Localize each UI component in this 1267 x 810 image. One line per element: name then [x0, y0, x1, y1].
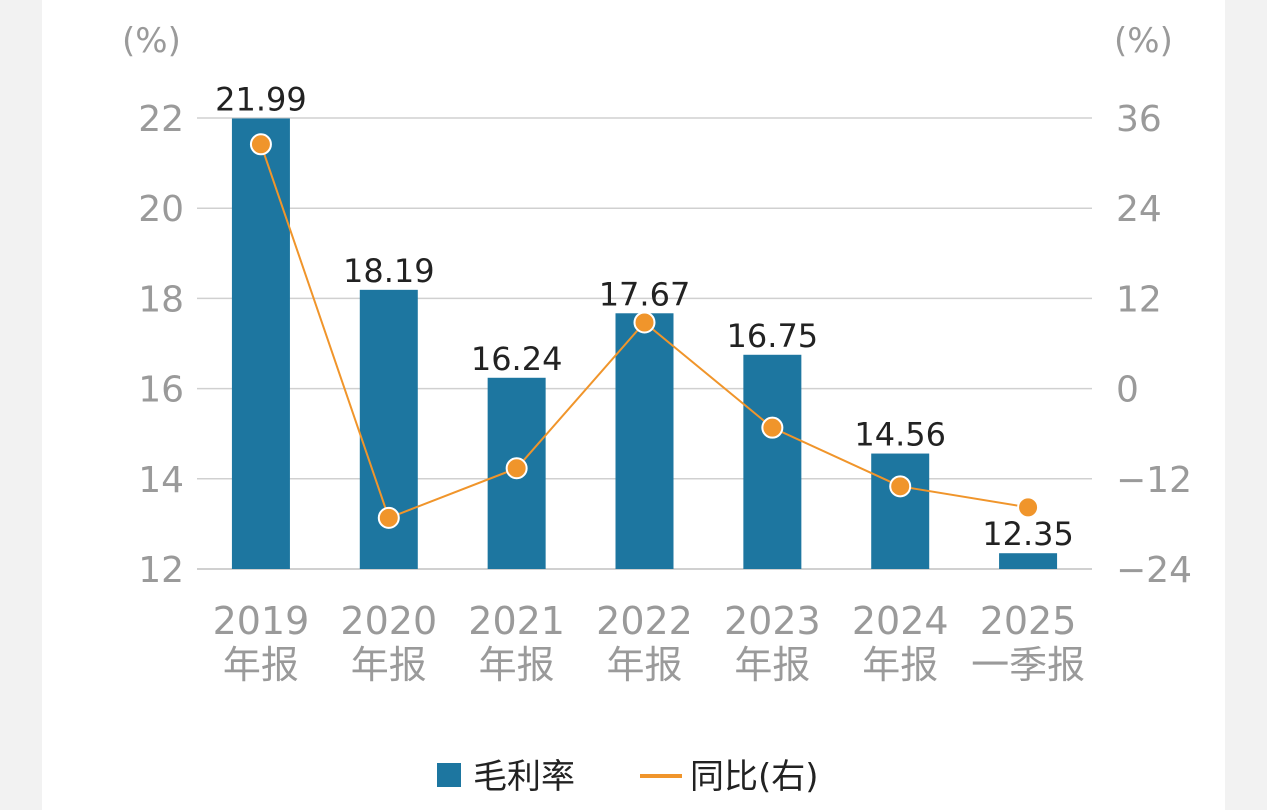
- right-axis: −24 −12 0 12 24 36: [1116, 99, 1192, 591]
- bar: [999, 553, 1058, 569]
- bar-value-label: 21.99: [215, 80, 307, 118]
- category-label: 年报: [479, 643, 555, 687]
- left-axis-unit: (%): [122, 21, 181, 61]
- bar-value-label: 17.67: [599, 275, 691, 313]
- category-label: 2025: [980, 599, 1077, 643]
- chart-panel: 12 14 16 18 20 22 −24 −12 0 12 24 36 (%) (%) 21.99…: [42, 0, 1225, 810]
- legend-bar-label: 毛利率: [473, 757, 575, 797]
- category-label: 年报: [862, 643, 938, 687]
- category-label: 年报: [223, 643, 299, 687]
- category-label: 2019: [213, 599, 310, 643]
- left-tick-label: 12: [138, 550, 184, 591]
- category-labels: 2019年报2020年报2021年报2022年报2023年报2024年报2025…: [213, 599, 1086, 687]
- right-tick-label: 36: [1116, 99, 1162, 140]
- category-label: 2020: [340, 599, 437, 643]
- bar-data-labels: 21.99 18.19 16.24 17.67 16.75 14.56 12.35: [215, 80, 1074, 553]
- legend-bar-swatch: [437, 763, 461, 787]
- category-label: 2023: [724, 599, 821, 643]
- bar: [231, 118, 290, 570]
- line-point: [761, 416, 784, 439]
- bar-series: [231, 118, 1058, 570]
- bar-value-label: 16.75: [727, 317, 819, 355]
- category-label: 2021: [468, 599, 565, 643]
- bar: [615, 313, 674, 569]
- right-tick-label: −12: [1116, 460, 1192, 501]
- category-label: 年报: [606, 643, 682, 687]
- right-axis-unit: (%): [1114, 21, 1173, 61]
- category-label: 2022: [596, 599, 693, 643]
- bar-value-label: 14.56: [854, 416, 946, 454]
- right-tick-label: −24: [1116, 550, 1192, 591]
- left-axis: 12 14 16 18 20 22: [138, 99, 184, 591]
- bar: [743, 354, 802, 569]
- line-point: [377, 506, 400, 529]
- line-series: [249, 133, 1040, 529]
- bar-value-label: 16.24: [471, 340, 563, 378]
- line-point: [889, 475, 912, 498]
- category-label: 年报: [351, 643, 427, 687]
- left-tick-label: 16: [138, 370, 184, 411]
- left-tick-label: 18: [138, 279, 184, 320]
- right-tick-label: 12: [1116, 279, 1162, 320]
- line-point: [505, 457, 528, 480]
- bar-value-label: 12.35: [982, 515, 1074, 553]
- category-label: 一季报: [971, 643, 1085, 687]
- line-point: [1017, 496, 1040, 519]
- category-label: 年报: [734, 643, 810, 687]
- bar-value-label: 18.19: [343, 252, 435, 290]
- right-tick-label: 0: [1116, 370, 1139, 411]
- right-tick-label: 24: [1116, 189, 1162, 230]
- legend: 毛利率 同比(右): [437, 757, 819, 797]
- bar: [871, 453, 930, 569]
- legend-line-label: 同比(右): [690, 757, 819, 797]
- left-tick-label: 14: [138, 460, 184, 501]
- line-point: [633, 311, 656, 334]
- category-label: 2024: [852, 599, 949, 643]
- line-point: [249, 133, 272, 156]
- left-tick-label: 20: [138, 189, 184, 230]
- left-tick-label: 22: [138, 99, 184, 140]
